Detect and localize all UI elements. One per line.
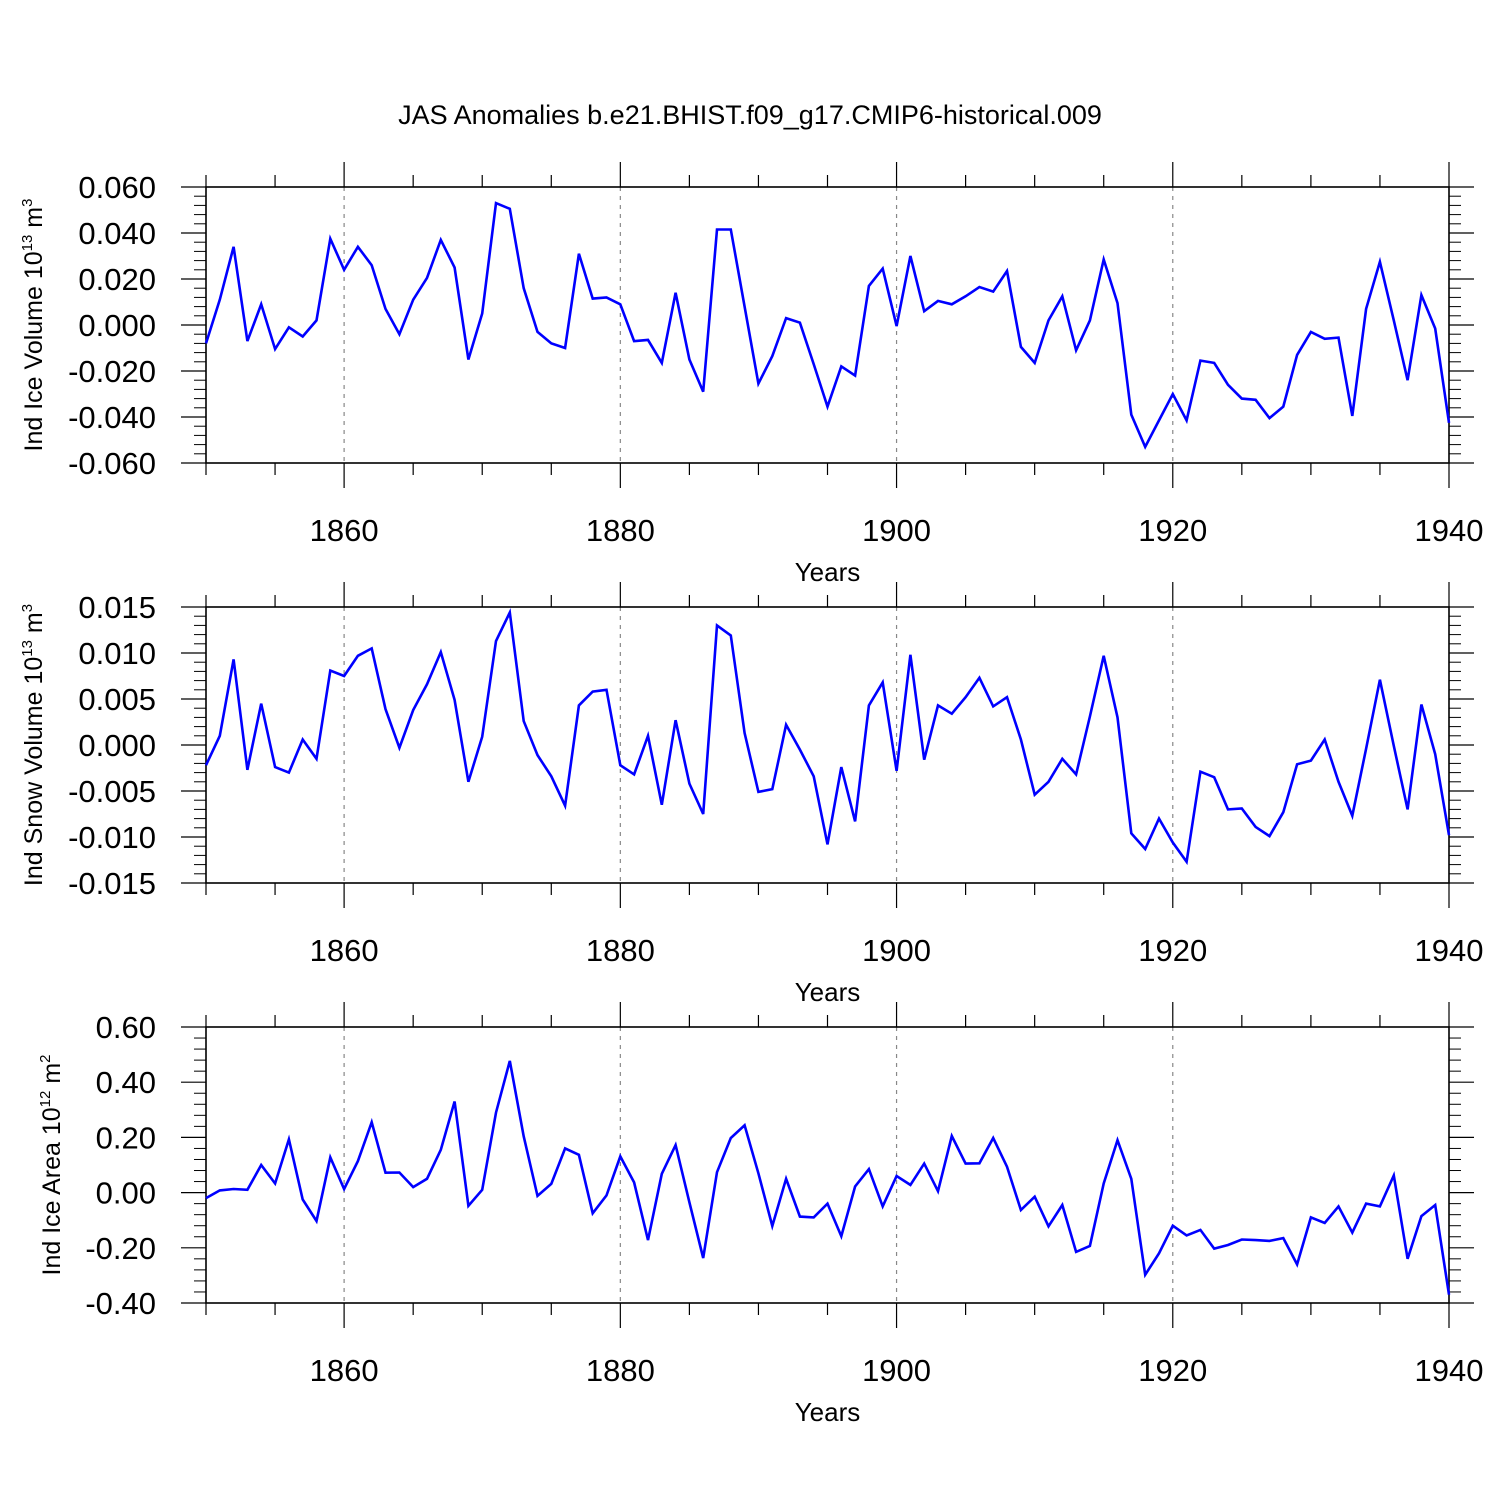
y-tick-label: -0.020 <box>68 354 156 389</box>
chart-panel: 1860 1880 1900 1920 1940 Years -0.060 -0.040 -0.… <box>19 162 1483 587</box>
chart-panel: 1860 1880 1900 1920 1940 Years -0.015 -0.010 -0.… <box>19 582 1483 1007</box>
plot-frame <box>205 186 1450 464</box>
chart-title: JAS Anomalies b.e21.BHIST.f09_g17.CMIP6-… <box>398 100 1102 130</box>
x-tick-label: 1900 <box>862 933 931 968</box>
series-line <box>204 201 1451 450</box>
y-axis-label-unit: m <box>20 207 48 235</box>
y-axis-label-unit-exponent: 3 <box>19 199 36 207</box>
y-tick-label: -0.015 <box>68 866 156 901</box>
x-tick-label: 1860 <box>310 1353 379 1388</box>
x-tick-label: 1880 <box>586 513 655 548</box>
x-axis-label: Years <box>795 557 861 587</box>
y-axis-label: Ind Ice Area 1012 m2 <box>37 1055 66 1276</box>
y-axis-label-unit: m <box>20 612 48 640</box>
y-axis-label-unit-exponent: 2 <box>37 1055 54 1063</box>
x-tick-label: 1940 <box>1415 1353 1484 1388</box>
y-tick-label: -0.20 <box>85 1231 156 1266</box>
y-tick-label: -0.040 <box>68 400 156 435</box>
series-line <box>205 1060 1451 1295</box>
x-tick-label: 1940 <box>1415 933 1484 968</box>
y-tick-label: -0.060 <box>68 446 156 481</box>
y-tick-label: 0.015 <box>78 590 156 625</box>
x-axis-label: Years <box>795 977 861 1007</box>
y-tick-label: 0.010 <box>78 636 156 671</box>
y-axis-label: Ind Snow Volume 1013 m3 <box>19 604 48 886</box>
y-axis-label-exponent: 13 <box>19 640 36 657</box>
y-tick-label: -0.010 <box>68 820 156 855</box>
y-axis-label: Ind Ice Volume 1013 m3 <box>19 199 48 452</box>
x-tick-label: 1880 <box>586 1353 655 1388</box>
y-tick-label: -0.005 <box>68 774 156 809</box>
y-tick-label: 0.020 <box>78 262 156 297</box>
y-axis-label-text: Ind Snow Volume 10 <box>20 657 48 886</box>
x-tick-label: 1920 <box>1138 933 1207 968</box>
y-tick-label: -0.40 <box>85 1286 156 1321</box>
x-tick-label: 1900 <box>862 1353 931 1388</box>
x-tick-label: 1880 <box>586 933 655 968</box>
y-axis-label-exponent: 12 <box>37 1091 54 1108</box>
y-tick-label: 0.000 <box>78 728 156 763</box>
x-tick-label: 1860 <box>310 513 379 548</box>
chart-panel: 1860 1880 1900 1920 1940 Years -0.40 -0.20 0.00 0… <box>37 1002 1483 1427</box>
y-tick-label: 0.60 <box>96 1010 156 1045</box>
x-tick-label: 1920 <box>1138 1353 1207 1388</box>
series-line <box>204 607 1451 866</box>
y-tick-label: 0.005 <box>78 682 156 717</box>
y-tick-label: 0.00 <box>96 1176 156 1211</box>
y-axis-label-text: Ind Ice Area 10 <box>38 1107 66 1275</box>
y-tick-label: 0.20 <box>96 1120 156 1155</box>
x-tick-label: 1900 <box>862 513 931 548</box>
y-axis-label-text: Ind Ice Volume 10 <box>20 251 48 451</box>
y-tick-label: 0.40 <box>96 1065 156 1100</box>
x-axis-label: Years <box>795 1397 861 1427</box>
plot-frame <box>205 1026 1450 1304</box>
y-axis-label-exponent: 13 <box>19 235 36 252</box>
y-tick-label: 0.060 <box>78 170 156 205</box>
y-tick-label: 0.000 <box>78 308 156 343</box>
x-tick-label: 1860 <box>310 933 379 968</box>
y-axis-label-unit-exponent: 3 <box>19 604 36 612</box>
x-tick-label: 1940 <box>1415 513 1484 548</box>
x-tick-label: 1920 <box>1138 513 1207 548</box>
y-tick-label: 0.040 <box>78 216 156 251</box>
y-axis-label-unit: m <box>38 1063 66 1091</box>
